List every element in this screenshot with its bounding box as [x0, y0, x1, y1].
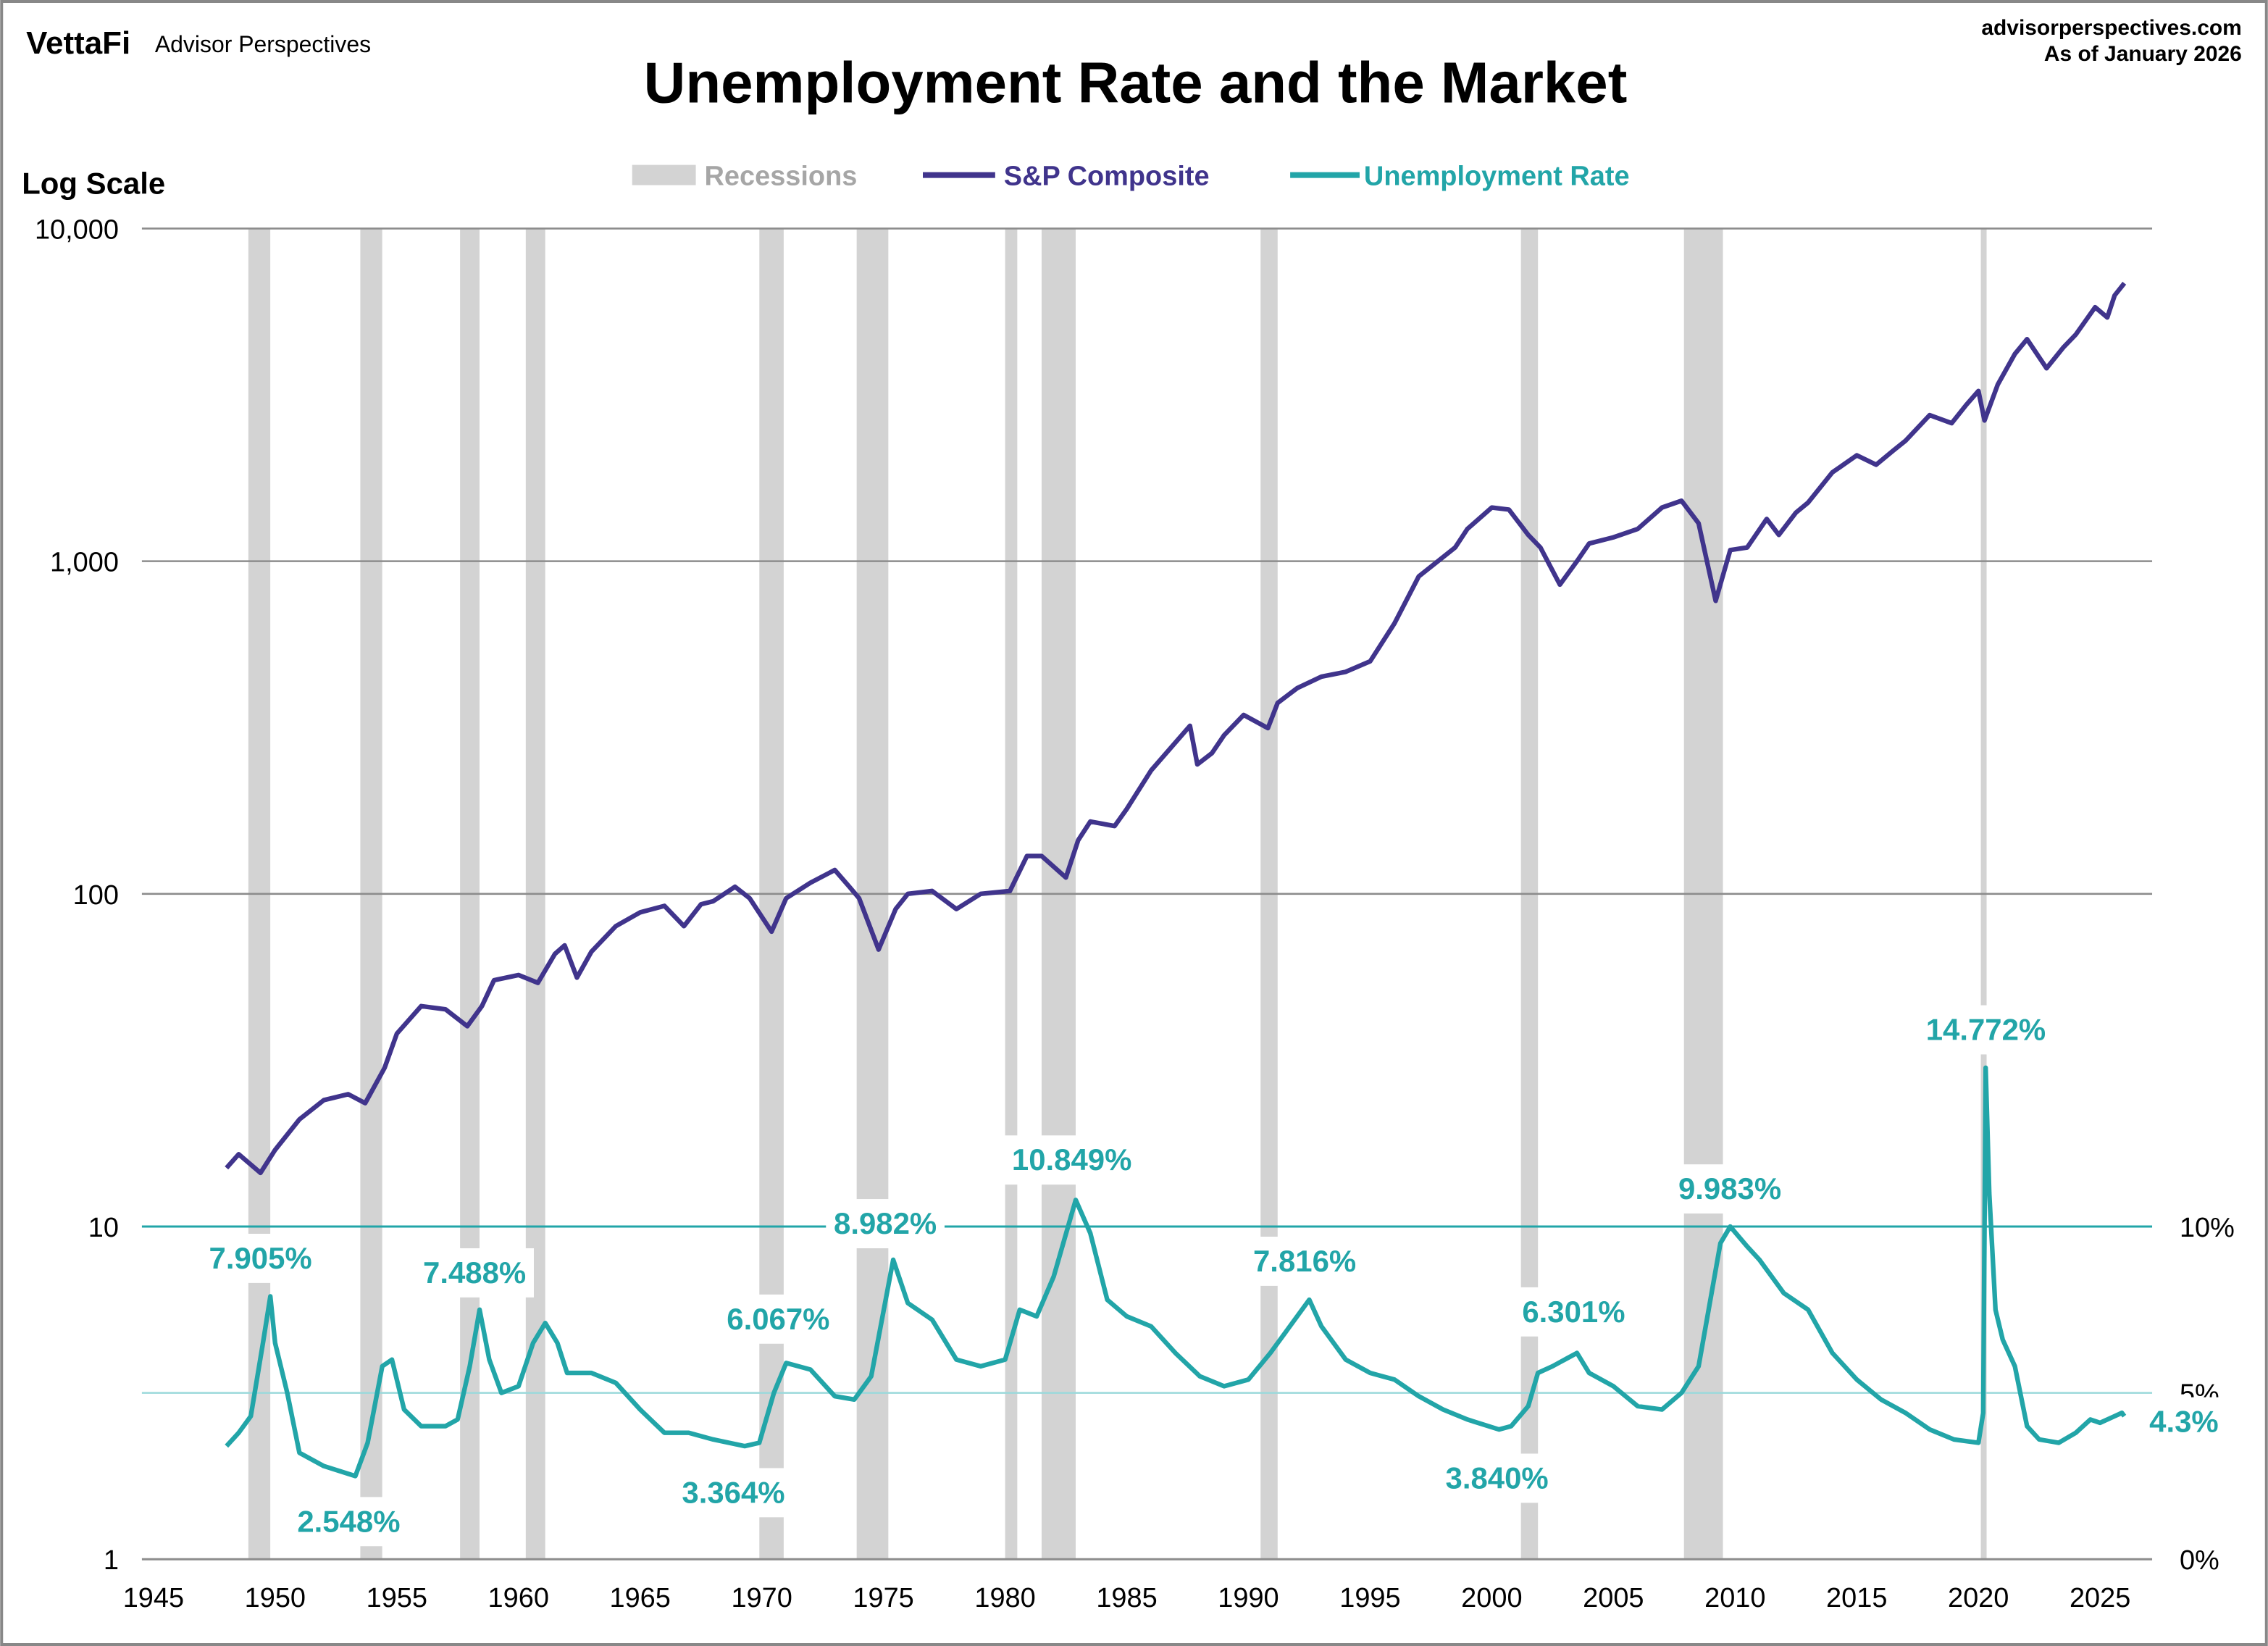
annotation-label: 9.983%: [1678, 1171, 1781, 1206]
annotation-label: 6.301%: [1522, 1295, 1625, 1329]
annotation-background: [1514, 1287, 1633, 1337]
x-tick-label: 1965: [610, 1583, 671, 1613]
annotation-background: [1245, 1236, 1364, 1286]
x-tick-label: 1985: [1096, 1583, 1157, 1613]
x-tick-label: 1970: [731, 1583, 792, 1613]
left-tick-label: 10,000: [35, 214, 119, 245]
annotation-label: 3.364%: [682, 1475, 784, 1509]
left-axis-label: Log Scale: [22, 167, 165, 201]
annotation-label: 6.067%: [727, 1302, 829, 1336]
annotation-background: [201, 1234, 320, 1283]
annotation-background: [826, 1199, 945, 1248]
legend-label-unemployment: Unemployment Rate: [1364, 162, 1630, 192]
gridlines: [141, 227, 2153, 1561]
annotation-label: 8.982%: [834, 1206, 937, 1240]
legend: Recessions S&P Composite Unemployment Ra…: [632, 162, 1630, 192]
right-tick-label: 0%: [2180, 1545, 2219, 1576]
left-tick-label: 100: [73, 880, 119, 911]
series-lines: [225, 281, 2127, 1479]
annotation-background: [1670, 1164, 1789, 1214]
annotation-background: [289, 1497, 409, 1547]
x-tick-label: 2000: [1461, 1583, 1522, 1613]
x-tick-label: 2025: [2070, 1583, 2130, 1613]
legend-label-sp: S&P Composite: [1004, 162, 1210, 192]
x-tick-label: 1950: [245, 1583, 306, 1613]
annotation-background: [1003, 1135, 1140, 1185]
annotation-label: 4.3%: [2149, 1405, 2219, 1439]
brand-name: Advisor Perspectives: [155, 31, 371, 57]
unemployment-rate-line: [225, 1065, 2127, 1479]
annotation-label: 2.548%: [297, 1504, 400, 1538]
x-tick-label: 1980: [974, 1583, 1035, 1613]
x-tick-label: 1945: [123, 1583, 184, 1613]
legend-swatch-recessions: [632, 164, 696, 185]
annotations: 7.905% 2.548% 7.488% 6.067% 3.364% 8.982% 10.8…: [201, 1005, 2226, 1547]
sp-composite-line: [225, 281, 2127, 1176]
x-tick-label: 1990: [1218, 1583, 1279, 1613]
right-tick-label: 10%: [2180, 1213, 2235, 1243]
annotation-background: [2142, 1397, 2226, 1447]
annotation-label: 7.816%: [1253, 1244, 1356, 1278]
x-tick-label: 1995: [1339, 1583, 1400, 1613]
annotation-label: 7.905%: [209, 1241, 312, 1275]
annotation-label: 3.840%: [1446, 1461, 1549, 1495]
x-tick-label: 2005: [1583, 1583, 1644, 1613]
annotation-label: 10.849%: [1012, 1142, 1131, 1177]
annotation-label: 7.488%: [423, 1256, 526, 1290]
left-tick-label: 1: [104, 1545, 119, 1576]
annotation-background: [415, 1248, 534, 1298]
x-tick-label: 1955: [367, 1583, 427, 1613]
annotation-label: 14.772%: [1926, 1012, 2046, 1046]
annotation-background: [719, 1294, 838, 1344]
website: advisorperspectives.com: [1981, 16, 2241, 40]
annotation-background: [674, 1468, 793, 1518]
as-of-date: As of January 2026: [2044, 42, 2242, 66]
left-tick-label: 1,000: [50, 548, 119, 578]
x-tick-label: 2015: [1826, 1583, 1887, 1613]
legend-label-recessions: Recessions: [705, 162, 858, 192]
annotation-background: [1437, 1453, 1557, 1503]
x-tick-label: 1960: [488, 1583, 549, 1613]
x-tick-label: 1975: [853, 1583, 913, 1613]
vettafi-logo: VettaFi: [26, 25, 130, 61]
x-tick-label: 2020: [1948, 1583, 2009, 1613]
left-tick-label: 10: [88, 1213, 119, 1243]
chart-title: Unemployment Rate and the Market: [644, 51, 1628, 115]
annotation-background: [1917, 1005, 2054, 1055]
x-tick-label: 2010: [1704, 1583, 1765, 1613]
